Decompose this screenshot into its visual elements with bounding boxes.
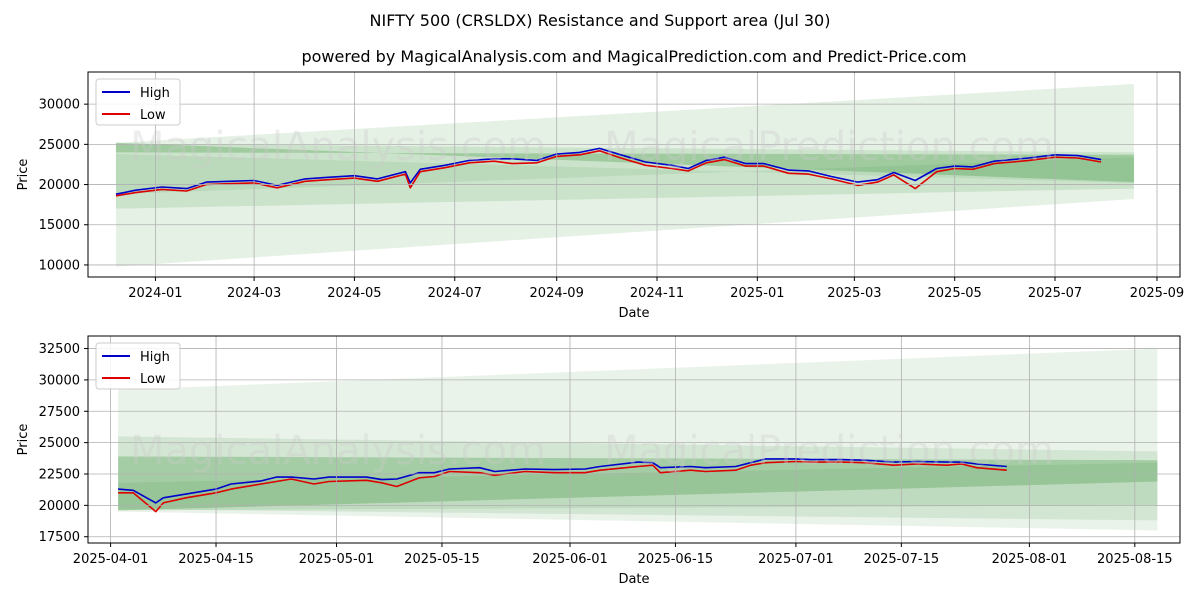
band-1: [118, 436, 1158, 521]
x-axis-label: Date: [618, 306, 649, 321]
x-tick-label: 2025-07-15: [864, 552, 940, 567]
upper-panel: 2024-01 2024-03 2024-05 2024-07 2024-09 2024-…: [16, 71, 1184, 321]
watermark-text: MagicalPrediction.com: [604, 428, 1054, 474]
y-tick-label: 25000: [39, 138, 80, 153]
x-axis-label: Date: [618, 572, 649, 587]
x-tick-label: 2024-03: [227, 286, 281, 301]
plot-area: [115, 84, 1134, 267]
band-0: [115, 84, 1134, 267]
x-tick-label: 2025-01: [730, 286, 784, 301]
x-tick-label: 2024-05: [327, 286, 381, 301]
y-axis-label: Price: [16, 159, 31, 191]
x-tick-label: 2025-08-01: [992, 552, 1068, 567]
legend: High Low: [95, 78, 181, 126]
series-line-high: [118, 458, 1007, 504]
legend-label: High: [140, 350, 170, 365]
band-2: [115, 142, 1134, 183]
series-line-low: [115, 150, 1102, 197]
band-1: [115, 143, 1134, 209]
x-tick-label: 2025-03: [827, 286, 881, 301]
x-tick-label: 2024-01: [128, 286, 182, 301]
x-tick-label: 2025-08-15: [1097, 552, 1173, 567]
x-tick-label: 2025-04-01: [73, 552, 149, 567]
y-tick-label: 22500: [39, 468, 80, 483]
legend: High Low: [95, 342, 181, 390]
x-tick-label: 2025-06-15: [638, 552, 714, 567]
y-tick-label: 20000: [39, 499, 80, 514]
x-tick-label: 2025-05-15: [404, 552, 480, 567]
x-tick-label: 2025-06-01: [532, 552, 608, 567]
y-tick-label: 20000: [39, 178, 80, 193]
watermark-text: MagicalAnalysis.com: [130, 428, 546, 474]
x-tick-label: 2025-09: [1130, 286, 1184, 301]
band-3: [118, 462, 1158, 511]
axes-frame: [87, 335, 1181, 544]
legend-label: High: [140, 86, 170, 101]
x-tick-label: 2025-07: [1028, 286, 1082, 301]
y-tick-label: 32500: [39, 342, 80, 357]
x-tick-label: 2025-07-01: [758, 552, 834, 567]
x-tick-label: 2025-04-15: [178, 552, 254, 567]
x-tick-label: 2025-05: [928, 286, 982, 301]
plot-area: [118, 348, 1158, 531]
y-tick-label: 25000: [39, 436, 80, 451]
y-axis-label: Price: [16, 424, 31, 456]
x-tick-label: 2024-11: [630, 286, 684, 301]
y-tick-label: 17500: [39, 530, 80, 545]
band-2: [118, 456, 1158, 511]
y-tick-label: 27500: [39, 405, 80, 420]
legend-label: Low: [140, 108, 166, 123]
band-0: [118, 348, 1158, 531]
chart-title: NIFTY 500 (CRSLDX) Resistance and Suppor…: [370, 11, 831, 30]
x-tick-label: 2024-09: [530, 286, 584, 301]
y-tick-label: 30000: [39, 373, 80, 388]
y-tick-label: 10000: [39, 258, 80, 273]
x-tick-label: 2024-07: [428, 286, 482, 301]
watermark-text: MagicalPrediction.com: [604, 124, 1054, 170]
series-line-low: [118, 460, 1007, 513]
axes-frame: [87, 71, 1181, 278]
watermark-text: MagicalAnalysis.com: [130, 124, 546, 170]
legend-label: Low: [140, 372, 166, 387]
band-3: [115, 154, 1134, 195]
y-tick-label: 30000: [39, 98, 80, 113]
series-line-high: [115, 147, 1102, 195]
x-tick-label: 2025-05-01: [299, 552, 375, 567]
lower-panel: 2025-04-01 2025-04-15 2025-05-01 2025-05-15…: [16, 335, 1181, 587]
y-tick-label: 15000: [39, 218, 80, 233]
chart-subtitle: powered by MagicalAnalysis.com and Magic…: [301, 47, 966, 66]
